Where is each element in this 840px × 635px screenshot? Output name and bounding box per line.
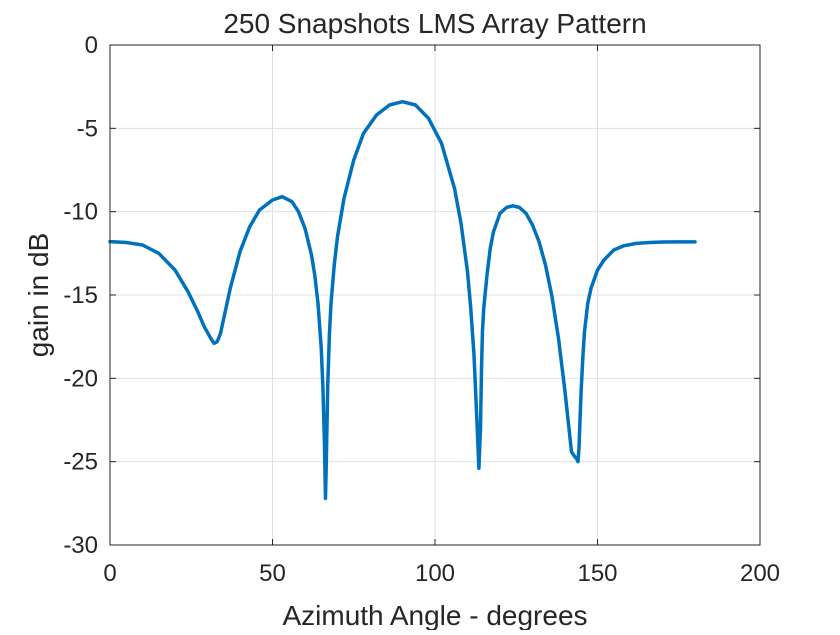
series-line [108, 99, 697, 501]
y-tick-label: -10 [63, 199, 98, 226]
series-layer [108, 99, 697, 501]
y-tick-label: 0 [85, 32, 98, 59]
y-tick-label: -20 [63, 365, 98, 392]
x-tick-label: 50 [259, 560, 286, 587]
axis-ticks: 0 50 100 150 200 0 -5 -10 -15 -20 -25 -30 [63, 32, 780, 587]
x-tick-label: 0 [103, 560, 116, 587]
y-tick-label: -25 [63, 449, 98, 476]
chart-title: 250 Snapshots LMS Array Pattern [223, 8, 646, 39]
x-axis-label: Azimuth Angle - degrees [282, 600, 587, 630]
x-tick-label: 150 [577, 560, 617, 587]
y-axis-label: gain in dB [23, 233, 54, 358]
x-tick-label: 200 [740, 560, 780, 587]
x-tick-label: 100 [415, 560, 455, 587]
y-tick-label: -30 [63, 532, 98, 559]
y-tick-label: -15 [63, 282, 98, 309]
y-tick-label: -5 [77, 115, 98, 142]
